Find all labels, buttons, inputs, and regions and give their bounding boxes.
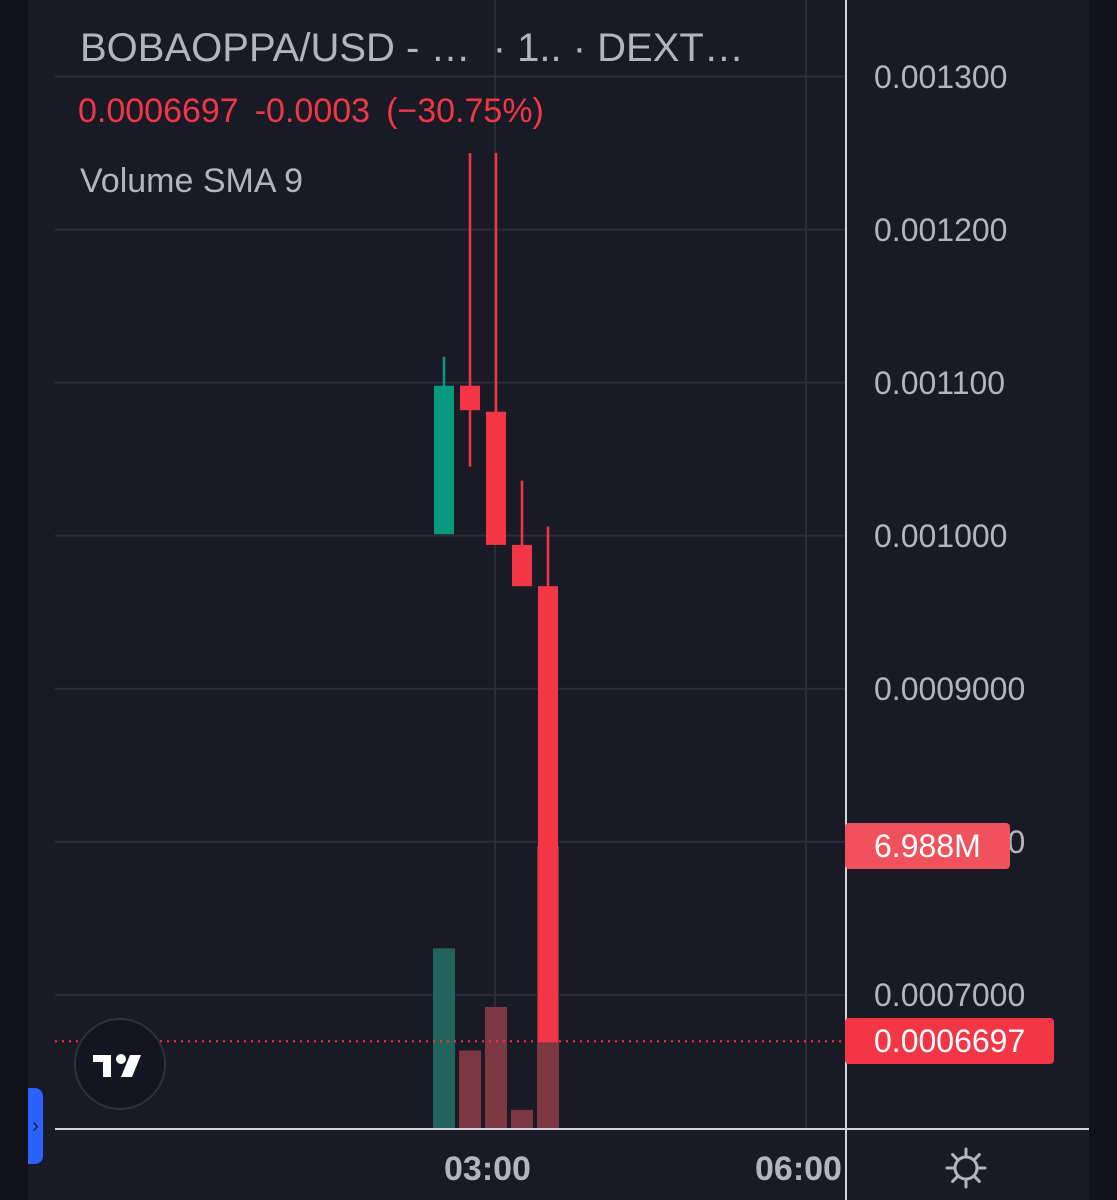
candle[interactable] bbox=[486, 153, 506, 545]
exchange-label[interactable]: · DEXT… bbox=[572, 26, 744, 70]
candle[interactable] bbox=[538, 526, 558, 1043]
right-edge-strip bbox=[1089, 0, 1117, 1200]
candles bbox=[434, 153, 558, 1043]
symbol-label[interactable]: BOBAOPPA/USD - … bbox=[80, 26, 471, 70]
indicator-label[interactable]: Volume SMA 9 bbox=[80, 162, 304, 200]
candle-body bbox=[460, 385, 480, 411]
candle-body bbox=[538, 586, 558, 1043]
price-change-percent: (−30.75%) bbox=[386, 92, 544, 130]
chevron-right-icon: › bbox=[32, 1115, 39, 1137]
price-tick-label: 0.001100 bbox=[874, 364, 1006, 401]
price-tick-label: 0.0007000 bbox=[874, 976, 1026, 1013]
volume-bar[interactable] bbox=[511, 1109, 533, 1128]
volume-bar[interactable] bbox=[485, 1006, 507, 1128]
settings-gear-icon[interactable] bbox=[944, 1146, 988, 1190]
tradingview-logo-icon bbox=[93, 1054, 141, 1077]
candle-body bbox=[434, 385, 454, 535]
price-change-value: -0.0003 bbox=[254, 92, 371, 130]
interval-label[interactable]: · 1.. bbox=[492, 26, 562, 70]
price-tick-label: 0.001200 bbox=[874, 211, 1008, 248]
price-tick-label: 0.0009000 bbox=[874, 670, 1026, 707]
expand-panel-handle[interactable]: › bbox=[28, 1088, 43, 1164]
price-tick-label: 0.001000 bbox=[874, 517, 1008, 554]
legend-title[interactable]: BOBAOPPA/USD - … · 1.. · DEXT… bbox=[80, 26, 744, 71]
tradingview-logo[interactable] bbox=[74, 1018, 166, 1110]
time-tick-label: 06:00 bbox=[755, 1150, 842, 1188]
volume-bar[interactable] bbox=[459, 1050, 481, 1128]
volume-bar[interactable] bbox=[433, 948, 455, 1128]
time-tick-label: 03:00 bbox=[444, 1150, 531, 1188]
candle[interactable] bbox=[460, 153, 480, 467]
price-tick-label: 0.001300 bbox=[874, 58, 1008, 95]
legend-price-row: 0.0006697 -0.0003 (−30.75%) bbox=[78, 92, 560, 131]
last-price-value: 0.0006697 bbox=[78, 92, 239, 130]
candle-body bbox=[486, 411, 506, 545]
volume-value-tag: 6.988M bbox=[845, 823, 1010, 869]
chart-axes bbox=[55, 0, 1089, 1200]
candle-body bbox=[512, 544, 532, 587]
last-price-tag: 0.0006697 bbox=[845, 1018, 1055, 1065]
candle[interactable] bbox=[434, 356, 454, 535]
left-edge-strip bbox=[0, 0, 28, 1200]
candle[interactable] bbox=[512, 480, 532, 587]
